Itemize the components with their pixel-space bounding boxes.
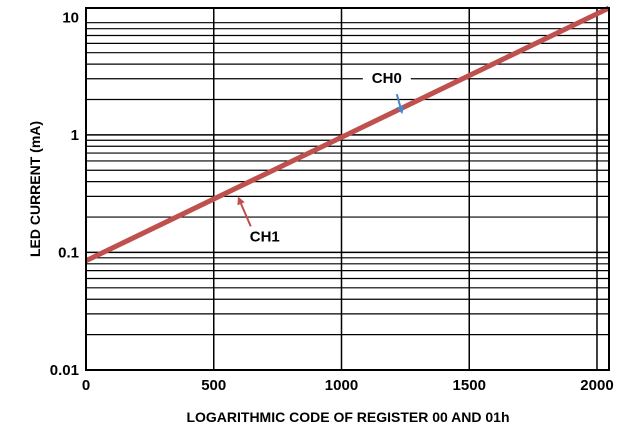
y-tick-label: 0.1 [58,244,79,261]
annotations: CH0 CH1 [237,68,411,247]
x-tick-label: 1500 [453,377,486,394]
y-axis-title: LED CURRENT (mA) [27,121,43,257]
x-axis-title: LOGARITHMIC CODE OF REGISTER 00 AND 01h [186,409,509,425]
x-tick-label: 0 [82,377,90,394]
x-tick-label: 500 [201,377,226,394]
annotation-label: CH1 [250,228,280,245]
annotation-arrow [395,93,405,115]
x-tick-label: 2000 [580,377,613,394]
y-tick-label: 10 [62,9,79,26]
grid [86,8,609,370]
data-layer [84,5,611,263]
x-tick-label: 1000 [325,377,358,394]
annotation-box [362,68,411,89]
annotation-arrow [237,196,252,227]
annotation-box [240,226,289,247]
tick-labels: 0 500 1000 1500 2000 0.01 0.1 1 10 [50,9,614,394]
annotation-label: CH0 [372,70,402,87]
y-tick-label: 0.01 [50,362,79,379]
plot-area-border [85,7,610,371]
y-tick-label: 1 [71,127,79,144]
series-line [84,5,611,263]
